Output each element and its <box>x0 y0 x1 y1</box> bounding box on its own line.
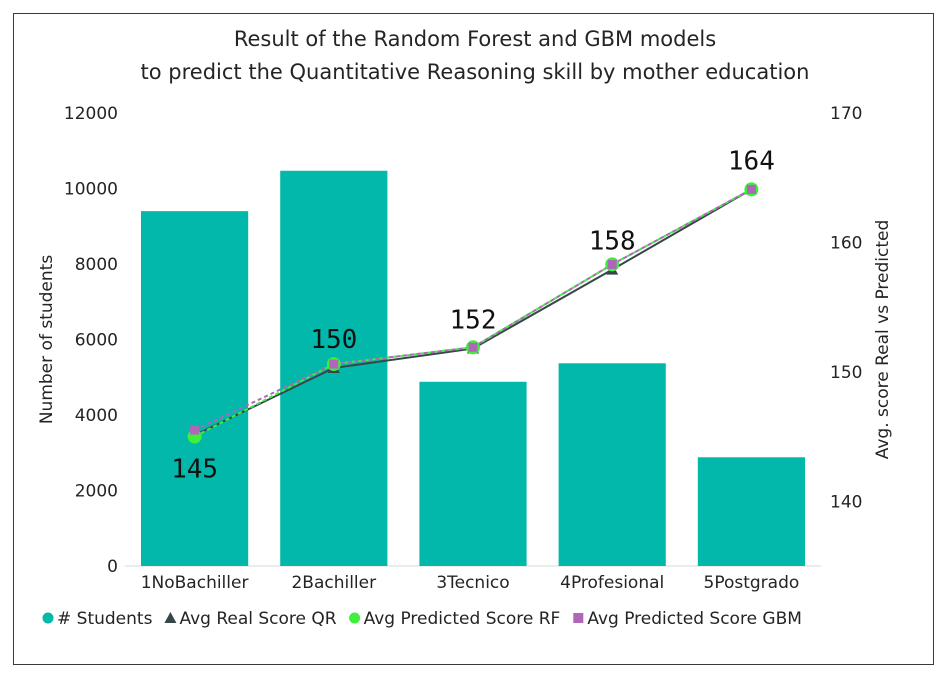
bar-students[interactable] <box>419 381 527 566</box>
legend-label: Avg Predicted Score RF <box>364 609 561 629</box>
x-tick-label: 5Postgrado <box>704 573 800 593</box>
y-axis-title: Number of students <box>37 255 57 424</box>
legend-marker-rf <box>349 612 361 624</box>
marker-gbm-score[interactable] <box>190 425 200 435</box>
legend-marker-real <box>164 612 177 623</box>
bar-students[interactable] <box>558 363 666 566</box>
data-label: 152 <box>450 306 497 336</box>
marker-gbm-score[interactable] <box>746 184 756 194</box>
y2-tick-label: 170 <box>830 104 862 124</box>
y-tick-label: 6000 <box>75 331 118 351</box>
legend-label: Avg Real Score QR <box>179 609 336 629</box>
x-tick-label: 4Profesional <box>560 573 664 593</box>
x-tick-label: 3Tecnico <box>436 573 509 593</box>
y2-axis-title: Avg. score Real vs Predicted <box>873 220 893 460</box>
legend-marker-students <box>42 612 54 624</box>
data-label: 150 <box>310 325 357 355</box>
y2-tick-label: 160 <box>830 233 862 253</box>
marker-gbm-score[interactable] <box>607 259 617 269</box>
y-tick-label: 10000 <box>64 180 118 200</box>
legend-marker-gbm <box>573 613 584 623</box>
y-tick-label: 4000 <box>75 406 118 426</box>
legend-label: Avg Predicted Score GBM <box>587 609 802 629</box>
y-tick-label: 2000 <box>75 482 118 502</box>
marker-gbm-score[interactable] <box>468 342 478 352</box>
marker-gbm-score[interactable] <box>329 359 339 369</box>
y-tick-label: 0 <box>107 557 118 577</box>
x-tick-label: 1NoBachiller <box>141 573 249 593</box>
chart-title-line: Result of the Random Forest and GBM mode… <box>234 27 716 51</box>
bar-students[interactable] <box>141 211 249 566</box>
chart-frame <box>13 13 934 665</box>
bar-students[interactable] <box>697 457 805 566</box>
chart-title-line: to predict the Quantitative Reasoning sk… <box>141 60 810 84</box>
data-label: 164 <box>728 146 775 176</box>
data-label: 145 <box>171 454 218 484</box>
x-tick-label: 2Bachiller <box>291 573 376 593</box>
y-tick-label: 8000 <box>75 255 118 275</box>
data-label: 158 <box>589 227 636 257</box>
y2-tick-label: 140 <box>830 492 862 512</box>
y-tick-label: 12000 <box>64 104 118 124</box>
legend-label: # Students <box>57 609 153 629</box>
y2-tick-label: 150 <box>830 363 862 383</box>
